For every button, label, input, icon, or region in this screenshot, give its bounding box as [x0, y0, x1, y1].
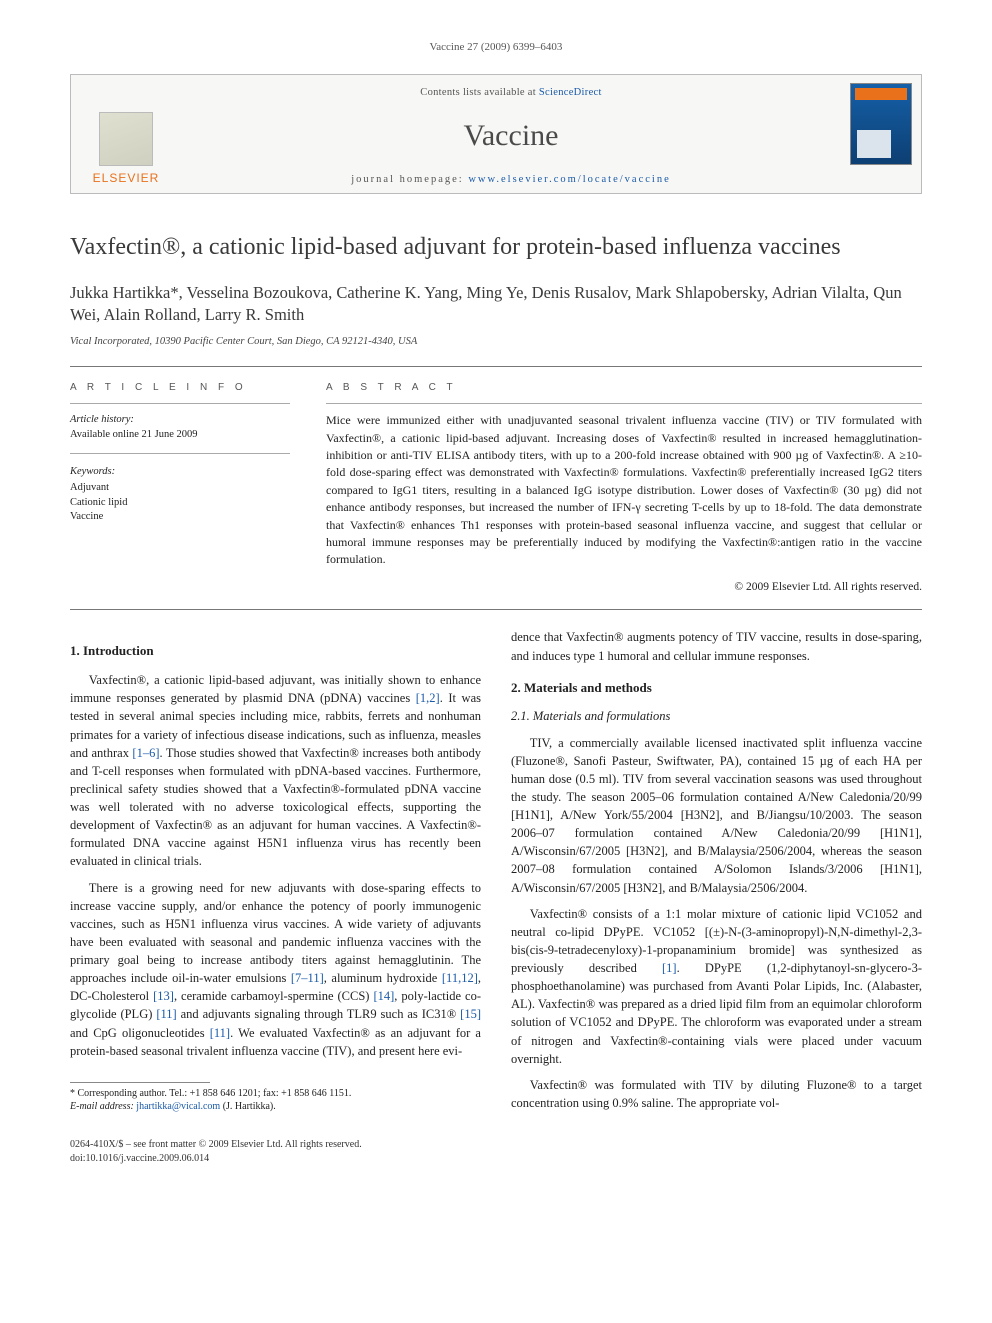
info-separator	[70, 453, 290, 454]
footnote-rule	[70, 1082, 210, 1083]
abstract-block: A B S T R A C T Mice were immunized eith…	[326, 381, 922, 596]
info-rule	[70, 403, 290, 404]
journal-cover-thumb-icon	[850, 83, 912, 165]
journal-banner: ELSEVIER Contents lists available at Sci…	[70, 74, 922, 194]
contents-list-line: Contents lists available at ScienceDirec…	[181, 85, 841, 100]
abstract-heading: A B S T R A C T	[326, 381, 922, 396]
doi-line: doi:10.1016/j.vaccine.2009.06.014	[70, 1152, 922, 1166]
journal-cover-box	[841, 75, 921, 193]
body-paragraph: There is a growing need for new adjuvant…	[70, 879, 481, 1060]
publisher-logo-box: ELSEVIER	[71, 75, 181, 193]
corresponding-author-line: * Corresponding author. Tel.: +1 858 646…	[70, 1087, 481, 1101]
journal-homepage-line: journal homepage: www.elsevier.com/locat…	[181, 172, 841, 187]
journal-name: Vaccine	[181, 114, 841, 158]
journal-homepage-link[interactable]: www.elsevier.com/locate/vaccine	[468, 174, 670, 185]
body-paragraph: Vaxfectin® consists of a 1:1 molar mixtu…	[511, 905, 922, 1068]
keyword-item: Vaccine	[70, 510, 290, 525]
abstract-copyright: © 2009 Elsevier Ltd. All rights reserved…	[326, 579, 922, 596]
author-list: Jukka Hartikka*, Vesselina Bozoukova, Ca…	[70, 282, 922, 327]
subsection-heading-materials: 2.1. Materials and formulations	[511, 707, 922, 725]
article-history-value: Available online 21 June 2009	[70, 427, 290, 442]
section-heading-methods: 2. Materials and methods	[511, 679, 922, 698]
article-meta-row: A R T I C L E I N F O Article history: A…	[70, 381, 922, 596]
publisher-name: ELSEVIER	[93, 170, 160, 187]
abstract-text: Mice were immunized either with unadjuva…	[326, 412, 922, 569]
divider-rule	[70, 366, 922, 367]
affiliation: Vical Incorporated, 10390 Pacific Center…	[70, 334, 922, 349]
article-info-heading: A R T I C L E I N F O	[70, 381, 290, 396]
keywords-list: Adjuvant Cationic lipid Vaccine	[70, 481, 290, 525]
corresponding-author-footnote: * Corresponding author. Tel.: +1 858 646…	[70, 1082, 481, 1114]
keyword-item: Cationic lipid	[70, 496, 290, 511]
keywords-label: Keywords:	[70, 464, 290, 479]
homepage-pre: journal homepage:	[351, 174, 468, 185]
keyword-item: Adjuvant	[70, 481, 290, 496]
body-paragraph: TIV, a commercially available licensed i…	[511, 734, 922, 897]
front-matter-footer: 0264-410X/$ – see front matter © 2009 El…	[70, 1138, 922, 1165]
corresponding-email-line: E-mail address: jhartikka@vical.com (J. …	[70, 1100, 481, 1114]
abstract-rule	[326, 403, 922, 404]
body-paragraph-continuation: dence that Vaxfectin® augments potency o…	[511, 628, 922, 664]
article-title: Vaxfectin®, a cationic lipid-based adjuv…	[70, 232, 922, 262]
elsevier-tree-icon	[99, 112, 153, 166]
divider-rule	[70, 609, 922, 610]
body-paragraph: Vaxfectin® was formulated with TIV by di…	[511, 1076, 922, 1112]
email-label: E-mail address:	[70, 1101, 136, 1112]
body-paragraph: Vaxfectin®, a cationic lipid-based adjuv…	[70, 671, 481, 870]
contents-list-pre: Contents lists available at	[420, 87, 539, 98]
running-header: Vaccine 27 (2009) 6399–6403	[70, 40, 922, 56]
sciencedirect-link[interactable]: ScienceDirect	[539, 87, 602, 98]
body-columns: 1. Introduction Vaxfectin®, a cationic l…	[70, 628, 922, 1120]
email-tail: (J. Hartikka).	[220, 1101, 276, 1112]
article-info-block: A R T I C L E I N F O Article history: A…	[70, 381, 290, 596]
section-heading-introduction: 1. Introduction	[70, 642, 481, 661]
banner-center: Contents lists available at ScienceDirec…	[181, 75, 841, 193]
issn-copyright-line: 0264-410X/$ – see front matter © 2009 El…	[70, 1138, 922, 1152]
article-history-label: Article history:	[70, 412, 290, 427]
corresponding-email-link[interactable]: jhartikka@vical.com	[136, 1101, 220, 1112]
